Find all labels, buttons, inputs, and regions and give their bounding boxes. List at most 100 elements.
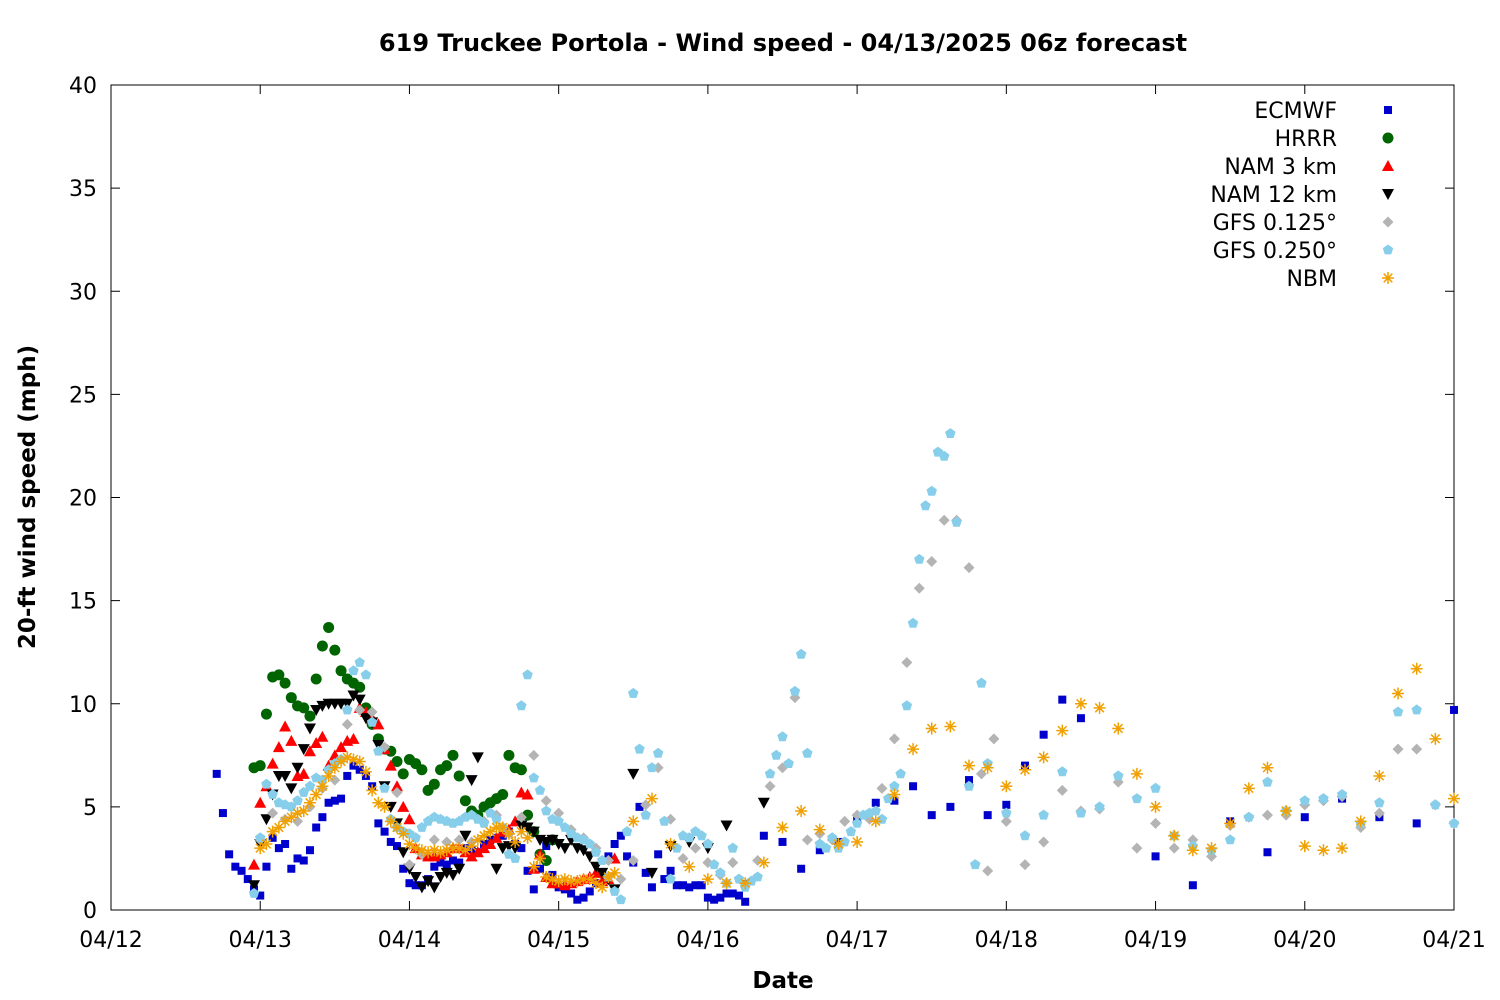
data-point <box>335 755 348 768</box>
data-point <box>764 768 776 779</box>
data-point <box>1411 704 1422 715</box>
data-point <box>536 864 545 873</box>
data-point <box>722 889 731 898</box>
data-point <box>529 885 538 894</box>
data-point <box>1168 829 1181 842</box>
data-point <box>776 821 789 834</box>
data-point <box>913 582 925 594</box>
data-point <box>945 428 956 438</box>
data-point <box>441 760 453 772</box>
data-point <box>944 720 957 733</box>
data-point <box>310 673 322 685</box>
data-point <box>1149 800 1162 813</box>
data-point <box>1299 795 1310 806</box>
data-point <box>795 805 808 817</box>
legend: ECMWF HRRR NAM 3 km NAM 12 km GFS 0.125° GFS … <box>1210 99 1394 292</box>
data-point <box>851 817 863 828</box>
data-point <box>354 704 366 716</box>
data-point <box>645 867 658 879</box>
data-point <box>212 769 221 778</box>
data-point <box>310 736 323 748</box>
data-point <box>534 852 547 865</box>
data-point <box>778 837 787 846</box>
data-point <box>1450 705 1458 714</box>
data-point <box>310 704 323 716</box>
data-point <box>1131 842 1143 854</box>
legend-marker <box>1382 189 1394 200</box>
data-point <box>256 891 265 900</box>
data-point <box>1224 834 1236 845</box>
data-point <box>869 815 882 828</box>
data-point <box>297 767 310 779</box>
data-point <box>397 847 410 859</box>
data-point <box>411 881 420 890</box>
data-point <box>870 805 881 816</box>
data-point <box>335 665 347 677</box>
data-point <box>640 809 651 820</box>
data-point <box>610 840 619 848</box>
data-point <box>446 869 459 881</box>
data-point <box>553 815 564 826</box>
data-point <box>577 873 590 886</box>
data-point <box>1429 732 1442 745</box>
data-point <box>1280 805 1293 817</box>
data-point <box>981 761 994 774</box>
data-point <box>359 765 372 778</box>
data-point <box>734 891 743 900</box>
data-point <box>434 846 447 859</box>
data-point <box>689 842 701 854</box>
data-point <box>355 765 364 774</box>
data-point <box>1001 807 1012 818</box>
data-point <box>716 893 725 902</box>
data-point <box>428 778 440 790</box>
data-point <box>478 842 491 854</box>
legend-label: NAM 3 km <box>1224 155 1337 180</box>
data-point <box>409 872 422 883</box>
data-point <box>422 846 435 859</box>
data-point <box>316 730 329 742</box>
data-point <box>1076 714 1085 723</box>
chart-title: 619 Truckee Portola - Wind speed - 04/13… <box>379 29 1187 57</box>
data-point <box>237 866 246 875</box>
data-point <box>1392 706 1404 717</box>
data-point <box>627 815 640 828</box>
data-point <box>517 844 526 853</box>
data-point <box>266 825 279 838</box>
data-point <box>273 669 285 681</box>
data-point <box>422 876 435 888</box>
legend-marker <box>1382 160 1394 171</box>
data-point <box>571 875 584 888</box>
data-point <box>1336 789 1348 799</box>
data-point <box>559 822 571 832</box>
data-point <box>801 834 813 846</box>
data-point <box>391 756 403 767</box>
data-point <box>696 830 707 841</box>
data-point <box>428 834 440 846</box>
data-point <box>534 784 546 795</box>
data-point <box>428 844 441 857</box>
y-tick-label: 10 <box>69 693 97 718</box>
data-point <box>552 839 565 850</box>
data-point <box>702 838 714 849</box>
data-point <box>409 842 422 855</box>
data-point <box>777 731 788 742</box>
data-point <box>415 882 428 894</box>
data-point <box>515 764 527 776</box>
series-gfs-0-125 <box>254 514 1460 891</box>
data-point <box>373 745 384 756</box>
y-tick-label: 15 <box>69 590 97 615</box>
data-point <box>254 842 267 855</box>
y-tick-label: 20 <box>69 487 97 512</box>
data-point <box>888 733 900 745</box>
data-point <box>509 852 521 863</box>
data-point <box>1318 793 1329 804</box>
y-axis: 0 5 10 15 20 25 30 35 40 <box>69 74 1454 924</box>
data-point <box>260 708 272 720</box>
data-point <box>983 811 992 820</box>
data-point <box>652 747 664 758</box>
x-tick-label: 04/17 <box>825 928 888 953</box>
legend-marker <box>1382 132 1394 144</box>
data-point <box>1412 819 1421 828</box>
x-tick-label: 04/12 <box>79 928 142 953</box>
data-point <box>839 815 851 827</box>
